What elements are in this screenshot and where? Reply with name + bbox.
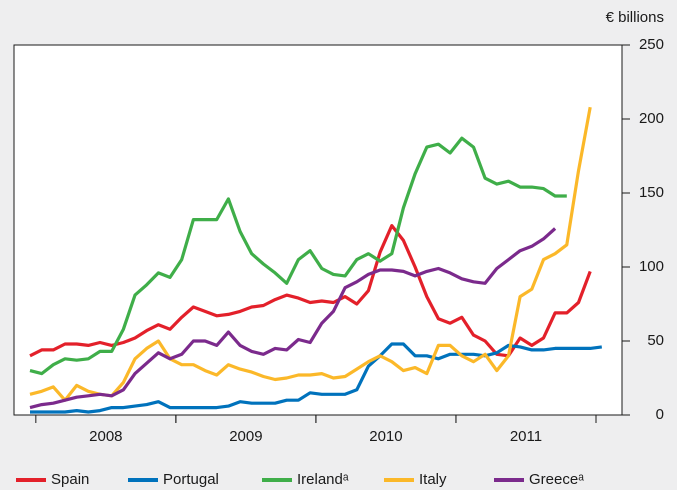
y-tick-label: 200 — [639, 110, 664, 127]
legend-label: Portugal — [163, 471, 219, 488]
x-tick-label: 2011 — [510, 428, 542, 445]
y-tick-label: 100 — [639, 258, 664, 275]
x-tick-label: 2009 — [229, 428, 262, 445]
legend-label: Greeceᵃ — [529, 471, 584, 488]
series-line — [29, 136, 567, 376]
series-line — [30, 342, 603, 414]
x-tick-label: 2010 — [369, 428, 402, 445]
y-tick-label: 50 — [647, 332, 664, 349]
legend-label: Italy — [419, 471, 447, 488]
y-tick-label: 0 — [656, 406, 664, 423]
legend-label: Spain — [51, 471, 89, 488]
plot-area — [13, 44, 623, 416]
x-tick-label: 2008 — [89, 428, 122, 445]
y-tick-label: 250 — [639, 36, 664, 53]
y-tick-label: 150 — [639, 184, 664, 201]
series-line — [29, 227, 557, 410]
legend-label: Irelandᵃ — [297, 471, 349, 488]
y-axis-label: € billions — [606, 9, 664, 26]
series-line — [29, 106, 592, 402]
